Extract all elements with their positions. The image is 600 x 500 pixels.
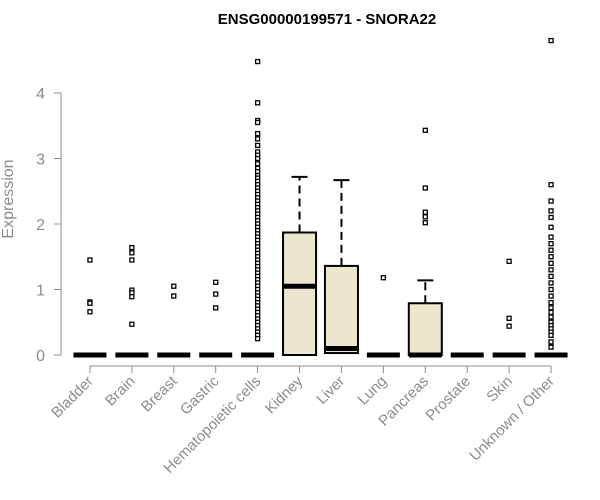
box-group [407,127,443,358]
outlier-point [213,305,219,311]
outlier-point [254,335,261,342]
outlier-point [254,161,261,167]
x-tick-label: Prostate [423,373,475,425]
outlier-point [254,58,261,65]
box-group [366,275,400,358]
y-axis: 0 1 2 3 4 [36,86,62,365]
outlier-point [422,220,428,226]
outlier-point [422,127,428,133]
outlier-point [548,280,554,286]
x-tick-label: Bladder [48,373,97,422]
y-axis-label: Expression [0,159,17,238]
outlier-point [87,300,93,306]
chart-title: ENSG00000199571 - SNORA22 [218,11,436,28]
outlier-point [213,279,219,285]
outlier-point [548,37,554,44]
outlier-point [548,332,554,339]
y-tick-label: 1 [36,283,45,300]
outlier-point [129,250,135,256]
outlier-point [129,257,135,263]
outlier-point [129,321,135,327]
outlier-point [254,142,261,149]
outlier-point [506,258,512,264]
box-group [241,58,275,358]
outlier-point [254,119,261,126]
x-tick-label: Skin [483,373,516,406]
outlier-point [87,309,93,315]
y-tick-label: 2 [36,217,45,234]
outlier-point [129,244,135,251]
outlier-point [548,314,554,320]
outlier-point [129,294,135,300]
outlier-point [380,275,387,281]
outlier-point [548,214,554,221]
outlier-point [548,234,554,240]
outlier-point [548,224,554,230]
outlier-point [254,130,261,137]
outlier-point [254,136,261,142]
x-tick-label: Kidney [262,372,307,417]
box-group [199,279,233,358]
y-tick-label: 4 [36,86,45,103]
boxes-layer [73,37,568,358]
box-group [492,258,526,358]
box-group [115,244,149,358]
outlier-point [548,267,554,273]
outlier-point [171,293,177,299]
x-tick-label: Lung [355,373,391,409]
outlier-point [548,273,554,280]
outlier-point [548,309,554,316]
box-group [73,257,107,358]
x-tick-label: Brain [102,373,139,410]
outlier-point [213,291,219,297]
outlier-point [548,299,554,306]
outlier-point [548,240,554,247]
box-rect [407,302,443,357]
outlier-point [548,208,554,214]
outlier-point [254,100,261,106]
outlier-point [548,339,554,345]
outlier-point [548,254,554,260]
outlier-point [548,293,554,299]
outlier-point [171,283,177,289]
x-tick-label: Breast [138,372,181,415]
box-group [282,175,318,356]
outlier-point [548,305,554,311]
outlier-point [422,185,428,191]
box-group [323,179,359,355]
outlier-point [548,198,554,204]
outlier-point [548,182,554,188]
x-tick-label: Liver [313,373,348,408]
box-rect [282,231,318,356]
outlier-point [506,323,512,329]
outlier-point [506,315,512,321]
outlier-point [548,260,554,266]
y-tick-label: 0 [36,348,45,365]
box-rect [323,264,359,355]
outlier-point [548,247,554,253]
outlier-point [548,344,554,350]
outlier-point [254,155,261,162]
outlier-point [422,214,428,220]
outlier-point [422,209,428,215]
y-tick-label: 3 [36,152,45,169]
outlier-point [548,286,554,293]
box-group [157,283,191,358]
outlier-point [87,257,93,263]
box-group [534,37,568,358]
